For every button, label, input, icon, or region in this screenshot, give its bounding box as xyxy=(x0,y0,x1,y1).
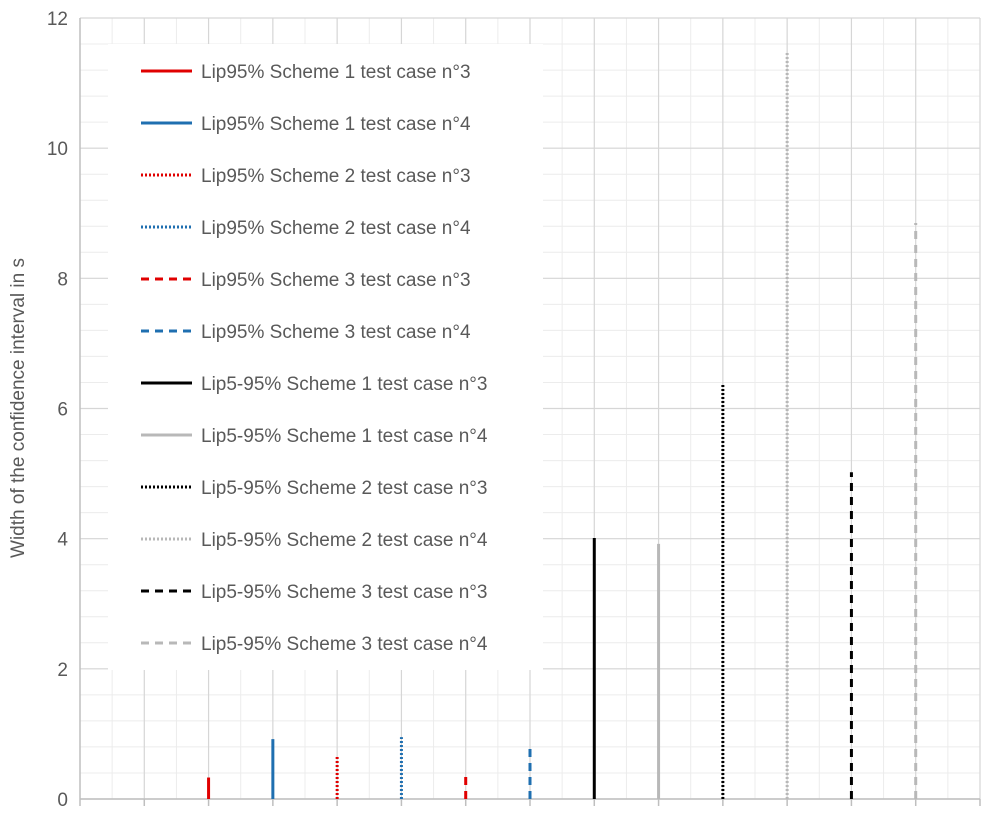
legend: Lip95% Scheme 1 test case n°3 Lip95% Sche… xyxy=(108,44,543,670)
bar-marks xyxy=(207,51,918,799)
legend-entry: Lip95% Scheme 3 test case n°3 xyxy=(201,270,471,291)
legend-entry: Lip5-95% Scheme 3 test case n°3 xyxy=(201,582,487,603)
legend-entry: Lip95% Scheme 3 test case n°4 xyxy=(201,322,471,343)
y-tick-label: 6 xyxy=(57,400,68,421)
legend-entry: Lip5-95% Scheme 2 test case n°4 xyxy=(201,530,488,551)
legend-entry: Lip5-95% Scheme 3 test case n°4 xyxy=(201,634,488,655)
y-tick-label: 8 xyxy=(57,269,68,290)
legend-entry: Lip5-95% Scheme 1 test case n°4 xyxy=(201,426,488,447)
legend-entry: Lip5-95% Scheme 1 test case n°3 xyxy=(201,374,487,395)
legend-entry: Lip95% Scheme 1 test case n°4 xyxy=(201,114,471,135)
y-tick-label: 0 xyxy=(57,790,68,811)
legend-entry: Lip95% Scheme 1 test case n°3 xyxy=(201,62,471,83)
legend-entry: Lip5-95% Scheme 2 test case n°3 xyxy=(201,478,487,499)
y-tick-labels: 0 2 4 6 8 10 12 xyxy=(47,9,69,811)
y-tick-label: 2 xyxy=(57,660,68,681)
legend-box xyxy=(108,44,543,670)
y-tick-label: 4 xyxy=(57,530,68,551)
legend-entry: Lip95% Scheme 2 test case n°3 xyxy=(201,166,471,187)
y-axis-label: Width of the confidence interval in s xyxy=(8,258,29,558)
legend-entry: Lip95% Scheme 2 test case n°4 xyxy=(201,218,471,239)
y-tick-label: 10 xyxy=(47,139,68,160)
y-tick-label: 12 xyxy=(47,9,68,30)
